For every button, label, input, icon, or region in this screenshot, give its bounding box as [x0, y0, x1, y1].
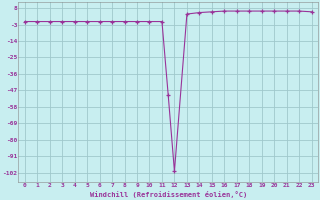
X-axis label: Windchill (Refroidissement éolien,°C): Windchill (Refroidissement éolien,°C): [90, 191, 247, 198]
